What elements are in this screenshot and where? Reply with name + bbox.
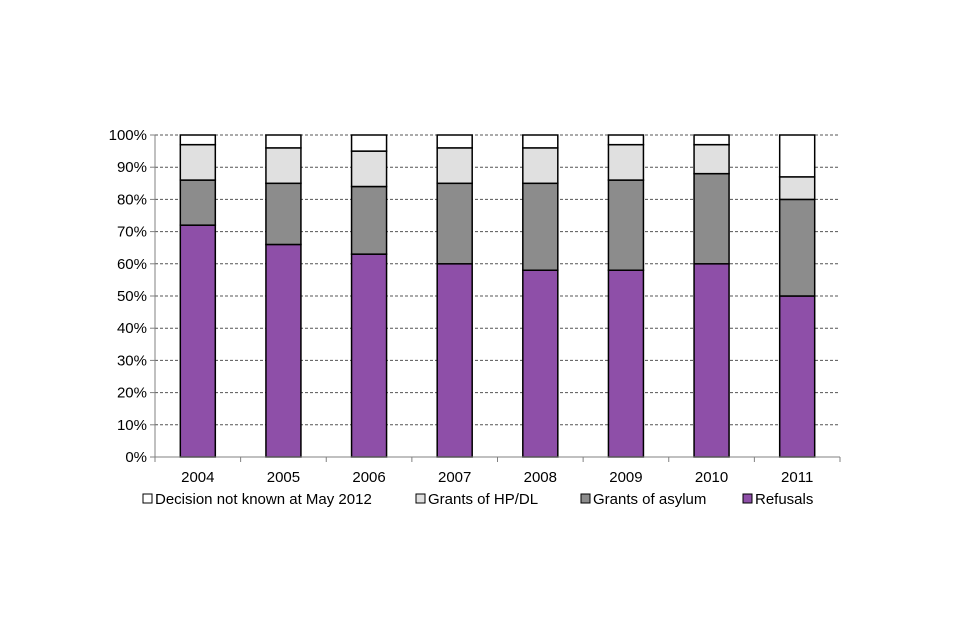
legend-item-refusals: Refusals [742, 491, 813, 508]
bar-2008-decision-not-known-at-may-2012 [522, 134, 559, 149]
bar-2010-grants-of-asylum [693, 172, 730, 265]
bar-2011-decision-not-known-at-may-2012 [778, 134, 816, 178]
y-tick-label-0: 0% [125, 449, 147, 466]
legend-label-grants-of-hp-dl: Grants of HP/DL [428, 491, 538, 508]
bar-2006-grants-of-asylum [350, 185, 388, 255]
bar-2011-refusals [778, 295, 816, 458]
y-tick-label-30: 30% [117, 352, 147, 369]
y-tick-label-50: 50% [117, 288, 147, 305]
legend-label-grants-of-asylum: Grants of asylum [593, 491, 706, 508]
x-tick-label-2006: 2006 [352, 469, 385, 486]
legend-item-grants-of-asylum: Grants of asylum [580, 491, 706, 508]
bar-2010-grants-of-hp-dl [693, 143, 730, 175]
legend-label-decision-not-known-at-may-2012: Decision not known at May 2012 [155, 491, 372, 508]
bar-2010-decision-not-known-at-may-2012 [693, 134, 730, 146]
bar-2010-refusals [693, 263, 730, 458]
y-tick-label-90: 90% [117, 159, 147, 176]
y-tick-label-20: 20% [117, 385, 147, 402]
y-tick-label-40: 40% [117, 320, 147, 337]
legend-label-refusals: Refusals [755, 491, 813, 508]
bar-2008-refusals [522, 269, 559, 458]
legend-swatch-refusals [742, 493, 753, 504]
bar-2005-grants-of-hp-dl [265, 147, 302, 185]
bar-2004-refusals [179, 224, 217, 458]
axes [150, 134, 841, 462]
y-tick-label-60: 60% [117, 256, 147, 273]
bar-2008-grants-of-asylum [522, 182, 559, 271]
x-tick-label-2005: 2005 [267, 469, 300, 486]
bar-2006-grants-of-hp-dl [350, 150, 388, 188]
x-tick-labels: 2004 2005 2006 2007 2008 2009 2010 2011 [181, 469, 813, 486]
x-tick-label-2009: 2009 [609, 469, 642, 486]
x-tick-label-2010: 2010 [695, 469, 728, 486]
bar-2006-decision-not-known-at-may-2012 [350, 134, 388, 152]
bar-2009-grants-of-asylum [607, 179, 645, 271]
bar-2005-grants-of-asylum [265, 182, 302, 246]
y-tick-labels: 0% 10% 20% 30% 40% 50% 60% 70% 80% 90% 100% [109, 127, 147, 466]
bar-2007-decision-not-known-at-may-2012 [436, 134, 473, 149]
y-tick-label-100: 100% [109, 127, 147, 144]
bar-2006-refusals [350, 253, 388, 458]
bar-2008-grants-of-hp-dl [522, 147, 559, 185]
legend-swatch-grants-of-asylum [580, 493, 591, 504]
y-tick-label-70: 70% [117, 224, 147, 241]
x-tick-label-2011: 2011 [781, 469, 813, 486]
legend-swatch-decision-not-known-at-may-2012 [142, 493, 153, 504]
legend: Decision not known at May 2012 Grants of … [142, 491, 813, 508]
bar-2004-grants-of-hp-dl [179, 143, 217, 181]
legend-item-decision-not-known-at-may-2012: Decision not known at May 2012 [142, 491, 372, 508]
bar-2007-grants-of-hp-dl [436, 147, 473, 185]
bar-2005-refusals [265, 243, 302, 458]
bar-2009-refusals [607, 269, 645, 458]
legend-swatch-grants-of-hp-dl [415, 493, 426, 504]
bar-2009-grants-of-hp-dl [607, 143, 645, 181]
x-tick-label-2008: 2008 [524, 469, 557, 486]
x-tick-label-2007: 2007 [438, 469, 471, 486]
gridlines [155, 134, 840, 426]
y-tick-label-80: 80% [117, 191, 147, 208]
bar-2007-refusals [436, 263, 473, 458]
bar-2004-grants-of-asylum [179, 179, 217, 226]
y-tick-label-10: 10% [117, 417, 147, 434]
bar-2011-grants-of-hp-dl [778, 176, 816, 201]
bar-2011-grants-of-asylum [778, 198, 816, 297]
bar-2007-grants-of-asylum [436, 182, 473, 265]
bar-2005-decision-not-known-at-may-2012 [265, 134, 302, 149]
legend-item-grants-of-hp-dl: Grants of HP/DL [415, 491, 538, 508]
bars [179, 134, 816, 458]
bar-2009-decision-not-known-at-may-2012 [607, 134, 645, 146]
x-tick-label-2004: 2004 [181, 469, 214, 486]
bar-2004-decision-not-known-at-may-2012 [179, 134, 217, 146]
